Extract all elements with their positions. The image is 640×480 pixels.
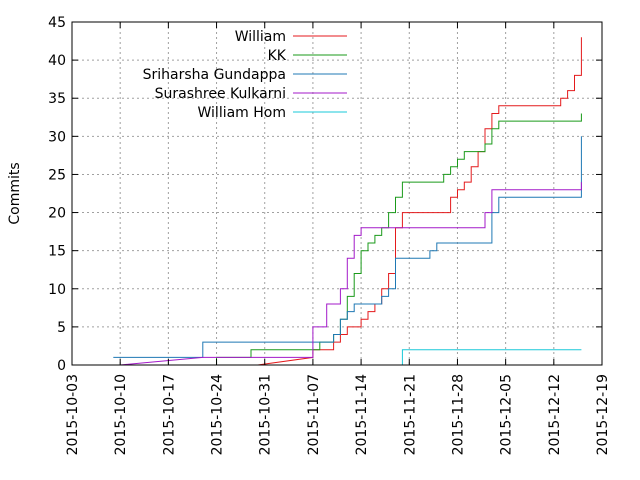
x-tick-label: 2015-12-12	[547, 374, 563, 455]
x-tick-label: 2015-10-24	[210, 374, 226, 455]
series-line	[113, 136, 582, 358]
y-tick-label: 35	[48, 91, 66, 107]
legend-label: KK	[268, 48, 287, 64]
legend-label: Sriharsha Gundappa	[143, 67, 286, 83]
x-tick-label: 2015-11-28	[450, 374, 466, 455]
x-tick-label: 2015-11-21	[402, 374, 418, 455]
y-tick-label: 45	[48, 15, 66, 31]
plot-frame	[71, 21, 603, 366]
x-tick-label: 2015-12-19	[595, 374, 611, 455]
x-tick-label: 2015-11-14	[354, 374, 370, 455]
x-tick-label: 2015-10-31	[258, 374, 274, 455]
series-line	[257, 37, 582, 366]
series-lines	[113, 37, 582, 366]
y-tick-label: 0	[57, 358, 66, 374]
x-tick-label: 2015-11-07	[306, 374, 322, 455]
legend-label: William	[235, 29, 286, 45]
series-line	[401, 349, 582, 365]
y-tick-label: 5	[57, 320, 66, 336]
legend-label: William Hom	[198, 105, 287, 121]
y-axis: 0 5 10 15 20 25 30 35 40 45	[48, 15, 602, 374]
grid-lines	[72, 22, 602, 365]
y-tick-label: 20	[48, 206, 66, 222]
x-axis: 2015-10-03 2015-10-10 2015-10-17 2015-10-24…	[65, 22, 611, 455]
x-tick-label: 2015-12-05	[499, 374, 515, 455]
y-tick-label: 40	[48, 53, 66, 69]
y-tick-label: 25	[48, 167, 66, 183]
x-tick-label: 2015-10-10	[113, 374, 129, 455]
y-axis-title: Commits	[7, 162, 23, 224]
y-tick-label: 30	[48, 129, 66, 145]
y-tick-label: 15	[48, 244, 66, 260]
series-line	[120, 182, 582, 366]
y-tick-label: 10	[48, 282, 66, 298]
legend: William KK Sriharsha Gundappa Surashree Kul…	[143, 29, 347, 121]
x-tick-label: 2015-10-03	[65, 374, 81, 455]
x-tick-label: 2015-10-17	[161, 374, 177, 455]
legend-label: Surashree Kulkarni	[155, 86, 286, 102]
